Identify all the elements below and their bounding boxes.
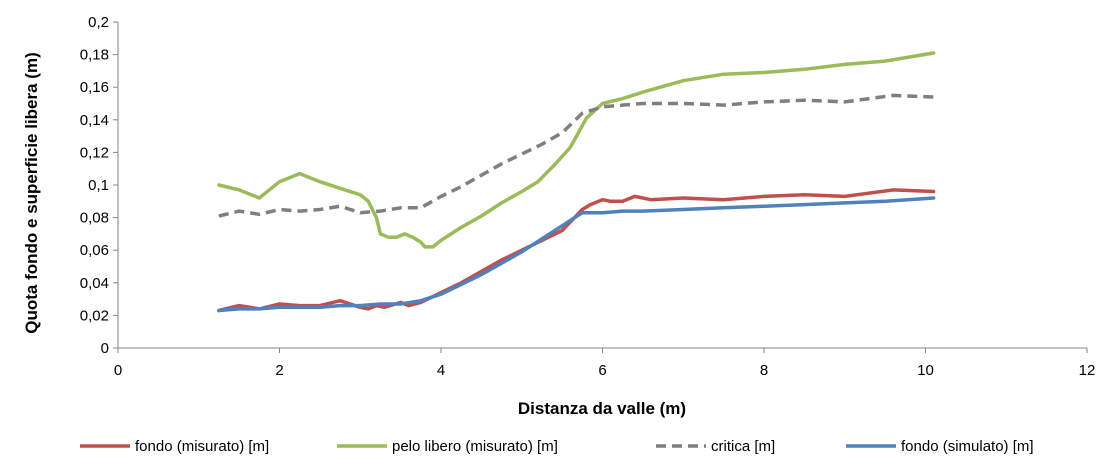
x-tick-label: 0 <box>114 362 122 379</box>
legend-label: fondo (misurato) [m] <box>135 438 269 455</box>
y-tick-label: 0,14 <box>80 112 109 129</box>
x-tick-label: 8 <box>760 362 768 379</box>
x-tick-label: 2 <box>275 362 283 379</box>
y-tick-label: 0,06 <box>80 242 109 259</box>
x-axis-title: Distanza da valle (m) <box>518 399 686 418</box>
y-tick-label: 0,1 <box>88 177 109 194</box>
x-tick-label: 12 <box>1079 362 1096 379</box>
series-line-2 <box>217 51 936 249</box>
series-lines <box>217 51 936 313</box>
y-tick-label: 0,08 <box>80 210 109 227</box>
y-tick-label: 0,02 <box>80 307 109 324</box>
y-ticks: 0 0,02 0,04 0,06 0,08 0,1 0,12 0,14 0,16 0,18 0,2 <box>80 14 118 357</box>
x-tick-label: 4 <box>437 362 445 379</box>
legend-label: critica [m] <box>711 438 775 455</box>
legend: fondo (misurato) [m] pelo libero (misurat… <box>80 438 1034 455</box>
series-line-1 <box>217 188 936 313</box>
y-tick-label: 0 <box>101 340 109 357</box>
y-tick-label: 0,18 <box>80 47 109 64</box>
y-tick-label: 0,2 <box>88 14 109 31</box>
x-tick-label: 10 <box>917 362 934 379</box>
legend-label: fondo (simulato) [m] <box>901 438 1034 455</box>
y-tick-label: 0,04 <box>80 275 109 292</box>
x-ticks: 0 2 4 6 8 10 12 <box>114 348 1096 379</box>
legend-label: pelo libero (misurato) [m] <box>392 438 558 455</box>
series-line-3 <box>218 93 934 218</box>
series-line-4 <box>217 196 936 313</box>
y-tick-label: 0,16 <box>80 79 109 96</box>
x-tick-label: 6 <box>598 362 606 379</box>
y-tick-label: 0,12 <box>80 144 109 161</box>
y-axis-title: Quota fondo e superficie libera (m) <box>22 52 41 333</box>
axes <box>117 22 1087 349</box>
